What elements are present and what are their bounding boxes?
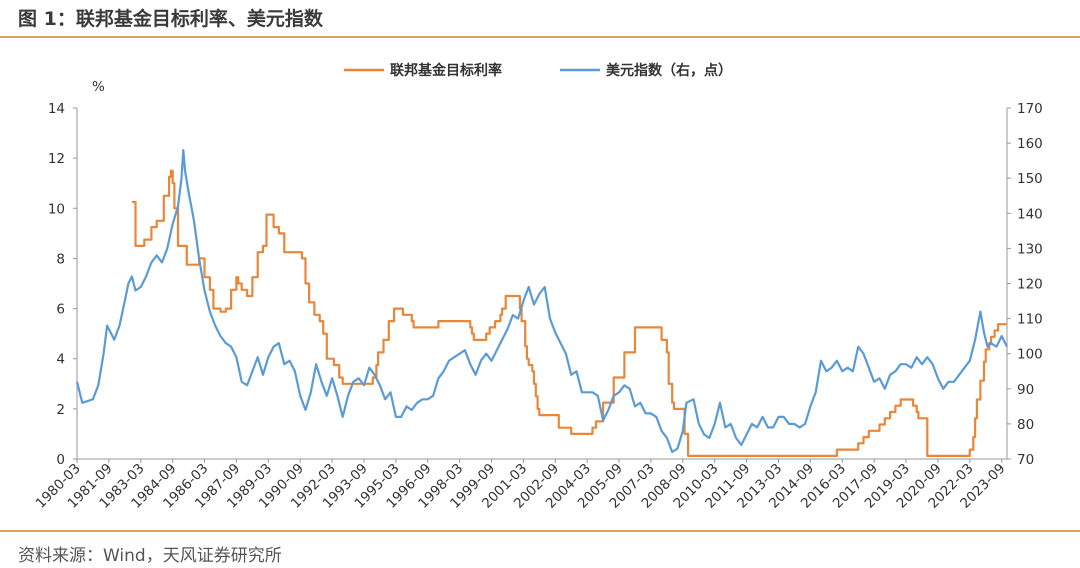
y-left-tick-label: 4 bbox=[56, 352, 65, 368]
y-left-tick-label: 8 bbox=[56, 251, 65, 267]
y-left-tick-label: 12 bbox=[48, 151, 65, 167]
y-right-tick-label: 70 bbox=[1017, 452, 1034, 468]
y-right-tick-label: 150 bbox=[1017, 171, 1043, 187]
y-left-tick-label: 6 bbox=[56, 302, 65, 318]
legend-label-fed: 联邦基金目标利率 bbox=[390, 62, 502, 79]
y-left-tick-label: 14 bbox=[48, 101, 65, 117]
y-right-tick-label: 130 bbox=[1017, 241, 1043, 257]
y-right-tick-label: 170 bbox=[1017, 101, 1043, 117]
series-group bbox=[75, 149, 1008, 457]
y-right-tick-label: 80 bbox=[1017, 417, 1034, 433]
y-right-tick-label: 120 bbox=[1017, 277, 1043, 293]
y-right-tick-label: 160 bbox=[1017, 136, 1043, 152]
legend: 联邦基金目标利率 美元指数（右，点） bbox=[344, 62, 732, 79]
y-right-tick-label: 90 bbox=[1017, 382, 1034, 398]
series-line-dollar-index bbox=[75, 149, 1008, 454]
legend-label-dxy: 美元指数（右，点） bbox=[606, 62, 732, 79]
y-right-tick-label: 110 bbox=[1017, 312, 1043, 328]
y-left-tick-label: 0 bbox=[56, 452, 65, 468]
left-axis-unit: % bbox=[92, 79, 105, 95]
line-chart: 联邦基金目标利率 美元指数（右，点） % 0 2 4 6 8 10 12 14 70 80 90 10… bbox=[33, 62, 1043, 512]
title-rule bbox=[0, 36, 1080, 38]
source-note: 资料来源：Wind，天风证券研究所 bbox=[18, 546, 282, 566]
figure-title: 图 1：联邦基金目标利率、美元指数 bbox=[18, 8, 323, 30]
y-right-tick-label: 100 bbox=[1017, 347, 1043, 363]
y-right-tick-label: 140 bbox=[1017, 206, 1043, 222]
y-left-tick-label: 2 bbox=[56, 402, 65, 418]
footer-rule bbox=[0, 530, 1080, 532]
y-left-tick-label: 10 bbox=[48, 201, 65, 217]
series-line-fed-funds bbox=[131, 169, 1007, 457]
